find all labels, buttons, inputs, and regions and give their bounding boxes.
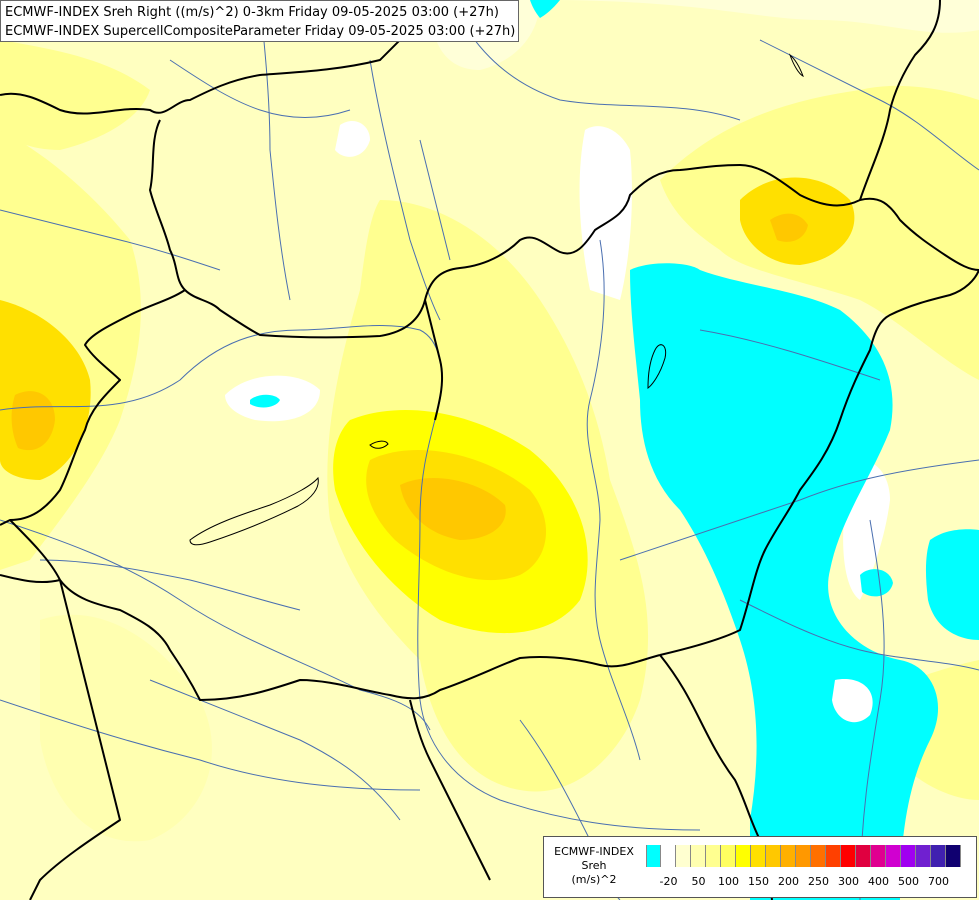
river-mures <box>619 459 979 561</box>
border-hungary-romania <box>659 269 979 656</box>
legend-text: ECMWF-INDEX Sreh (m/s)^2 <box>548 845 640 887</box>
legend-unit: (m/s)^2 <box>571 873 617 886</box>
legend-swatch <box>811 845 826 867</box>
legend-swatch <box>691 845 706 867</box>
field-orange-northeast <box>770 213 808 242</box>
legend-tick-label: 50 <box>691 875 706 888</box>
border-hungary-south <box>9 519 661 701</box>
river-east-1 <box>739 599 979 671</box>
chart-header: ECMWF-INDEX Sreh Right ((m/s)^2) 0-3km F… <box>0 0 519 42</box>
legend-swatch <box>916 845 931 867</box>
legend-swatch <box>661 845 676 867</box>
legend-swatch <box>706 845 721 867</box>
field-cyan-main <box>630 263 939 900</box>
river-inn <box>0 209 221 271</box>
header-line-2: ECMWF-INDEX SupercellCompositeParameter … <box>5 24 516 39</box>
border-austria-hungary <box>0 289 186 526</box>
legend-swatch <box>871 845 886 867</box>
field-orange-core <box>400 477 506 540</box>
field-cyan-spot <box>250 394 280 408</box>
legend-variable: Sreh <box>581 859 607 872</box>
legend-tick-label: -20 <box>659 875 678 888</box>
field-white-topright <box>545 0 979 33</box>
border-slovenia <box>0 574 61 584</box>
lake-small-3 <box>647 344 667 390</box>
legend-swatch <box>841 845 856 867</box>
river-mur <box>39 559 301 611</box>
legend-title: ECMWF-INDEX <box>554 845 634 858</box>
field-white-in-cyan <box>832 679 873 723</box>
border-czech-poland <box>0 0 441 115</box>
legend-tick-labels: -20 50 100 150 200 250 300 400 500 700 <box>646 875 976 889</box>
legend-swatch <box>646 845 661 867</box>
field-cyan-right <box>925 529 979 640</box>
river-drava <box>0 519 431 731</box>
field-cyan-top <box>530 0 560 18</box>
field-white-north <box>335 120 370 157</box>
border-slovakia-north <box>149 119 979 339</box>
header-line-1: ECMWF-INDEX Sreh Right ((m/s)^2) 0-3km F… <box>5 5 499 20</box>
legend-swatch <box>796 845 811 867</box>
border-bosnia <box>29 579 121 900</box>
river-north-1 <box>169 59 351 118</box>
legend-tick-label: 700 <box>928 875 949 888</box>
legend-swatch <box>721 845 736 867</box>
legend: ECMWF-INDEX Sreh (m/s)^2 -20 50 100 150 200 2… <box>543 836 977 898</box>
river-south-1 <box>149 679 401 821</box>
lakes <box>189 53 804 546</box>
lake-small-2 <box>788 53 804 78</box>
legend-swatch <box>931 845 946 867</box>
river-hron <box>419 139 451 261</box>
river-sava <box>0 699 421 791</box>
legend-tick-label: 200 <box>778 875 799 888</box>
border-croatia-serbia <box>409 699 491 881</box>
field-white-ne <box>579 126 632 300</box>
border-ukraine-poland <box>859 0 941 201</box>
river-tisza <box>586 239 641 761</box>
legend-swatch <box>826 845 841 867</box>
river-vah <box>369 59 441 321</box>
legend-swatch <box>886 845 901 867</box>
river-dniester <box>759 39 979 171</box>
legend-swatch <box>736 845 751 867</box>
legend-tick-label: 500 <box>898 875 919 888</box>
lake-balaton <box>189 476 319 546</box>
field-cyan-small <box>860 569 893 597</box>
legend-tick-label: 300 <box>838 875 859 888</box>
legend-swatch <box>856 845 871 867</box>
lake-small-1 <box>369 440 389 449</box>
field-orange-west <box>11 391 55 451</box>
field-yellow-northwest <box>0 40 150 150</box>
legend-swatch <box>766 845 781 867</box>
legend-swatch <box>781 845 796 867</box>
legend-color-ramp <box>646 845 961 867</box>
legend-tick-label: 150 <box>748 875 769 888</box>
river-olt <box>859 519 885 900</box>
legend-swatch <box>751 845 766 867</box>
river-morava <box>259 0 291 301</box>
legend-tick-label: 100 <box>718 875 739 888</box>
legend-swatch <box>901 845 916 867</box>
legend-tick-label: 250 <box>808 875 829 888</box>
border-hungary-slovakia-danube <box>424 299 444 421</box>
legend-swatch <box>946 845 961 867</box>
legend-swatch <box>676 845 691 867</box>
legend-tick-label: 400 <box>868 875 889 888</box>
